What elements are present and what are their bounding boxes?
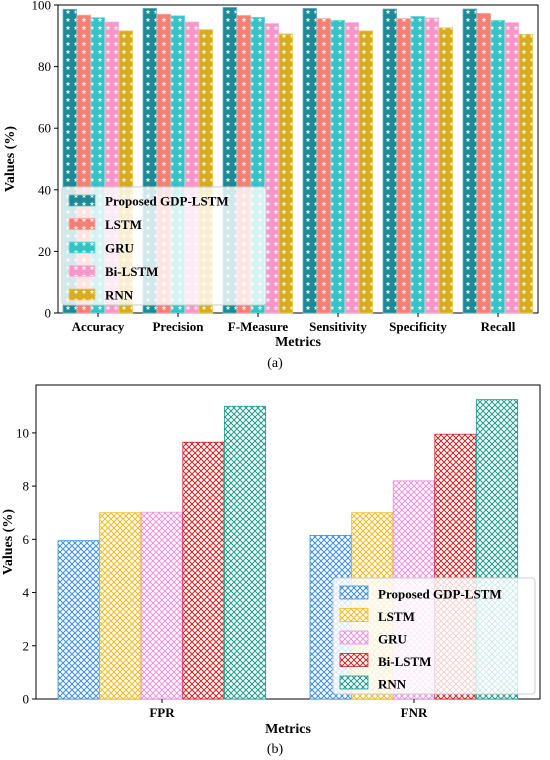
bar-a-f-measure-4	[278, 33, 294, 314]
bar-a-specificity-2	[410, 15, 426, 314]
legend-swatch	[339, 608, 369, 622]
plot-frame-b	[35, 384, 541, 700]
y-tick-label: 4	[23, 585, 30, 600]
x-tick-label: Precision	[152, 319, 204, 334]
legend-swatch	[339, 653, 369, 667]
legend-label: Proposed GDP-LSTM	[105, 194, 229, 209]
bar-a-specificity-1	[396, 18, 412, 314]
caption-a: (a)	[267, 356, 283, 371]
legend-swatch	[339, 675, 369, 690]
legend-label: RNN	[105, 288, 134, 303]
legend-label: Bi-LSTM	[378, 654, 431, 669]
bar-b-fpr-2	[140, 511, 183, 700]
x-axis-label-a: Metrics	[275, 335, 321, 350]
x-ticks-b: FPR FNR	[149, 699, 428, 720]
x-tick-label: Accuracy	[72, 319, 125, 334]
bar-b-fpr-0	[57, 540, 100, 700]
x-tick-label: FPR	[149, 705, 175, 720]
y-ticks-a: 0 20 40 60 80 100	[32, 0, 58, 321]
y-tick-label: 0	[23, 692, 30, 707]
bar-a-sensitivity-2	[330, 19, 346, 314]
legend-swatch	[339, 630, 369, 645]
legend-label: RNN	[378, 677, 407, 692]
bar-a-specificity-3	[424, 17, 440, 314]
legend-swatch	[68, 194, 96, 207]
legend-label: Proposed GDP-LSTM	[378, 587, 502, 602]
y-tick-label: 80	[38, 59, 51, 74]
bar-a-sensitivity-3	[344, 22, 360, 314]
legend-label: GRU	[378, 632, 408, 647]
legend-swatch	[339, 585, 369, 600]
legend-box	[61, 186, 267, 306]
x-ticks-a: Accuracy Precision F-Measure Sensitivity Spe…	[72, 313, 516, 334]
y-axis-label-a: Values (%)	[3, 126, 18, 192]
legend-swatch	[68, 218, 96, 230]
bar-a-f-measure-3	[264, 23, 280, 314]
bar-a-specificity-4	[438, 27, 454, 314]
x-tick-label: Recall	[481, 319, 516, 334]
y-tick-label: 6	[23, 532, 30, 547]
legend-box	[332, 577, 536, 695]
legend-swatch	[68, 288, 96, 301]
x-tick-label: F-Measure	[228, 319, 289, 334]
x-tick-label: Specificity	[389, 319, 447, 334]
chart-panel-a: 0 20 40 60 80 100 Accuracy Precision F-Measure S…	[3, 0, 539, 371]
legend-label: LSTM	[105, 217, 142, 232]
bar-b-fpr-1	[99, 512, 142, 700]
bar-a-recall-1	[476, 12, 492, 314]
x-axis-label-b: Metrics	[265, 722, 311, 737]
legend-a: Proposed GDP-LSTM LSTM GRU Bi-LSTM RNN	[61, 186, 267, 306]
bar-a-sensitivity-1	[316, 18, 332, 314]
legend-label: LSTM	[378, 609, 415, 624]
bar-a-recall-4	[518, 33, 534, 314]
bar-b-fpr-4	[223, 405, 267, 700]
bar-a-recall-0	[462, 8, 478, 314]
x-tick-label: Sensitivity	[309, 319, 367, 334]
y-tick-label: 8	[23, 479, 30, 494]
y-axis-label-b: Values (%)	[1, 509, 16, 575]
bar-a-sensitivity-0	[302, 7, 318, 314]
caption-b: (b)	[267, 742, 284, 757]
bar-a-recall-3	[504, 22, 520, 314]
y-tick-label: 100	[32, 0, 52, 13]
x-tick-label: FNR	[401, 705, 428, 720]
y-tick-label: 2	[23, 638, 30, 653]
legend-swatch	[68, 265, 96, 277]
bar-a-recall-2	[490, 19, 506, 314]
plot-frame-a	[57, 4, 539, 314]
y-ticks-b: 0 2 4 6 8 10	[16, 425, 36, 707]
legend-label: Bi-LSTM	[105, 264, 158, 279]
bar-b-fpr-3	[182, 441, 225, 700]
legend-swatch	[68, 241, 96, 254]
bar-a-specificity-0	[382, 8, 398, 314]
legend-b: Proposed GDP-LSTM LSTM GRU Bi-LSTM RNN	[332, 577, 536, 695]
y-tick-label: 10	[16, 425, 29, 440]
legend-label: GRU	[105, 241, 135, 256]
chart-panel-b: 0 2 4 6 8 10 FPR FNR Values (%) Metrics Propos…	[1, 384, 541, 757]
y-tick-label: 40	[38, 182, 51, 197]
y-tick-label: 20	[38, 244, 51, 259]
bar-a-sensitivity-4	[358, 30, 374, 314]
y-tick-label: 60	[38, 121, 51, 136]
y-tick-label: 0	[45, 306, 52, 321]
